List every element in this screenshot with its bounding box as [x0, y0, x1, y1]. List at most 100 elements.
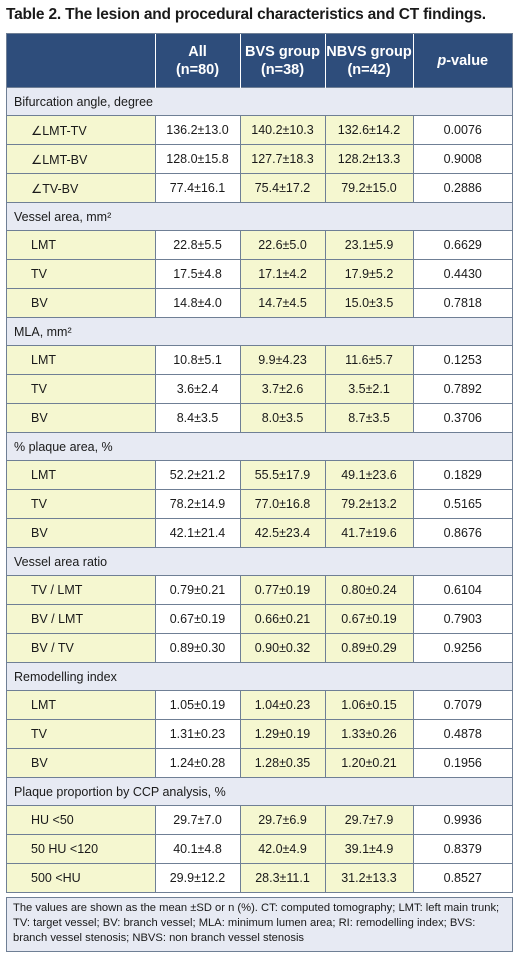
cell-all: 52.2±21.2	[154, 460, 240, 490]
cell-nbvs: 39.1±4.9	[324, 834, 413, 864]
section-label: MLA, mm²	[7, 317, 512, 346]
cell-p-value: 0.9008	[412, 144, 512, 174]
table-title: Table 2. The lesion and procedural chara…	[6, 6, 486, 23]
cell-all: 29.7±7.0	[154, 805, 240, 835]
row-label: 50 HU <120	[7, 834, 155, 864]
cell-nbvs: 0.67±0.19	[324, 604, 413, 634]
row-label: LMT	[7, 345, 155, 375]
row-label: BV / LMT	[7, 604, 155, 634]
cell-bvs: 17.1±4.2	[239, 259, 325, 289]
cell-all: 40.1±4.8	[154, 834, 240, 864]
table-body: Bifurcation angle, degree ∠LMT-TV 136.2±13…	[7, 87, 512, 892]
row-label: ∠LMT-BV	[7, 144, 155, 174]
cell-all: 8.4±3.5	[154, 403, 240, 433]
row-label: TV / LMT	[7, 575, 155, 605]
cell-all: 77.4±16.1	[154, 173, 240, 203]
cell-nbvs: 23.1±5.9	[324, 230, 413, 260]
cell-nbvs: 0.80±0.24	[324, 575, 413, 605]
cell-bvs: 127.7±18.3	[239, 144, 325, 174]
cell-all: 128.0±15.8	[154, 144, 240, 174]
header-empty	[7, 34, 155, 88]
row-label: BV	[7, 288, 155, 318]
cell-p-value: 0.8379	[412, 834, 512, 864]
cell-nbvs: 79.2±13.2	[324, 489, 413, 519]
cell-bvs: 0.90±0.32	[239, 633, 325, 663]
table-row: BV / LMT 0.67±0.19 0.66±0.21 0.67±0.19 0.790…	[7, 604, 512, 634]
cell-bvs: 55.5±17.9	[239, 460, 325, 490]
cell-bvs: 77.0±16.8	[239, 489, 325, 519]
cell-p-value: 0.5165	[412, 489, 512, 519]
cell-all: 22.8±5.5	[154, 230, 240, 260]
row-label: BV	[7, 403, 155, 433]
cell-bvs: 0.77±0.19	[239, 575, 325, 605]
header-p-value: p-value	[412, 34, 512, 88]
row-label: ∠TV-BV	[7, 173, 155, 203]
header-bvs: BVS group (n=38)	[239, 34, 325, 88]
cell-p-value: 0.1253	[412, 345, 512, 375]
cell-p-value: 0.0076	[412, 115, 512, 145]
cell-nbvs: 0.89±0.29	[324, 633, 413, 663]
cell-nbvs: 8.7±3.5	[324, 403, 413, 433]
cell-p-value: 0.6104	[412, 575, 512, 605]
cell-bvs: 42.0±4.9	[239, 834, 325, 864]
cell-nbvs: 1.06±0.15	[324, 690, 413, 720]
cell-p-value: 0.1829	[412, 460, 512, 490]
table-row: LMT 52.2±21.2 55.5±17.9 49.1±23.6 0.1829	[7, 460, 512, 490]
header-row: All (n=80) BVS group (n=38) NBVS group (n=4…	[7, 34, 512, 88]
table-row: ∠TV-BV 77.4±16.1 75.4±17.2 79.2±15.0 0.2886	[7, 173, 512, 203]
table-footnote: The values are shown as the mean ±SD or …	[6, 897, 513, 952]
cell-all: 1.05±0.19	[154, 690, 240, 720]
section-label: % plaque area, %	[7, 432, 512, 461]
cell-bvs: 75.4±17.2	[239, 173, 325, 203]
cell-p-value: 0.7892	[412, 374, 512, 404]
cell-all: 10.8±5.1	[154, 345, 240, 375]
table-row: ∠LMT-BV 128.0±15.8 127.7±18.3 128.2±13.3 0.9…	[7, 144, 512, 174]
cell-p-value: 0.6629	[412, 230, 512, 260]
cell-nbvs: 3.5±2.1	[324, 374, 413, 404]
cell-nbvs: 132.6±14.2	[324, 115, 413, 145]
row-label: BV	[7, 748, 155, 778]
table-row: BV / TV 0.89±0.30 0.90±0.32 0.89±0.29 0.9256	[7, 633, 512, 663]
table-row: LMT 22.8±5.5 22.6±5.0 23.1±5.9 0.6629	[7, 230, 512, 260]
row-label: TV	[7, 489, 155, 519]
cell-p-value: 0.9256	[412, 633, 512, 663]
cell-p-value: 0.2886	[412, 173, 512, 203]
cell-nbvs: 1.33±0.26	[324, 719, 413, 749]
row-label: TV	[7, 719, 155, 749]
row-label: LMT	[7, 230, 155, 260]
cell-all: 0.89±0.30	[154, 633, 240, 663]
cell-bvs: 0.66±0.21	[239, 604, 325, 634]
cell-all: 17.5±4.8	[154, 259, 240, 289]
table-row: BV 42.1±21.4 42.5±23.4 41.7±19.6 0.8676	[7, 518, 512, 548]
cell-nbvs: 17.9±5.2	[324, 259, 413, 289]
cell-bvs: 1.04±0.23	[239, 690, 325, 720]
cell-p-value: 0.7903	[412, 604, 512, 634]
cell-p-value: 0.8676	[412, 518, 512, 548]
table-row: BV 8.4±3.5 8.0±3.5 8.7±3.5 0.3706	[7, 403, 512, 433]
cell-all: 14.8±4.0	[154, 288, 240, 318]
cell-bvs: 3.7±2.6	[239, 374, 325, 404]
cell-bvs: 42.5±23.4	[239, 518, 325, 548]
cell-bvs: 29.7±6.9	[239, 805, 325, 835]
cell-all: 1.31±0.23	[154, 719, 240, 749]
cell-all: 0.79±0.21	[154, 575, 240, 605]
row-label: ∠LMT-TV	[7, 115, 155, 145]
header-all: All (n=80)	[154, 34, 240, 88]
cell-bvs: 8.0±3.5	[239, 403, 325, 433]
section-label: Remodelling index	[7, 662, 512, 691]
cell-p-value: 0.1956	[412, 748, 512, 778]
cell-p-value: 0.8527	[412, 863, 512, 892]
cell-p-value: 0.4430	[412, 259, 512, 289]
table-row: 50 HU <120 40.1±4.8 42.0±4.9 39.1±4.9 0.8379	[7, 834, 512, 864]
cell-bvs: 14.7±4.5	[239, 288, 325, 318]
cell-nbvs: 31.2±13.3	[324, 863, 413, 892]
section-header-row: MLA, mm²	[7, 317, 512, 346]
table-row: TV 3.6±2.4 3.7±2.6 3.5±2.1 0.7892	[7, 374, 512, 404]
section-header-row: Plaque proportion by CCP analysis, %	[7, 777, 512, 806]
cell-bvs: 140.2±10.3	[239, 115, 325, 145]
table-row: BV 1.24±0.28 1.28±0.35 1.20±0.21 0.1956	[7, 748, 512, 778]
cell-bvs: 9.9±4.23	[239, 345, 325, 375]
cell-bvs: 1.29±0.19	[239, 719, 325, 749]
cell-all: 3.6±2.4	[154, 374, 240, 404]
cell-nbvs: 79.2±15.0	[324, 173, 413, 203]
